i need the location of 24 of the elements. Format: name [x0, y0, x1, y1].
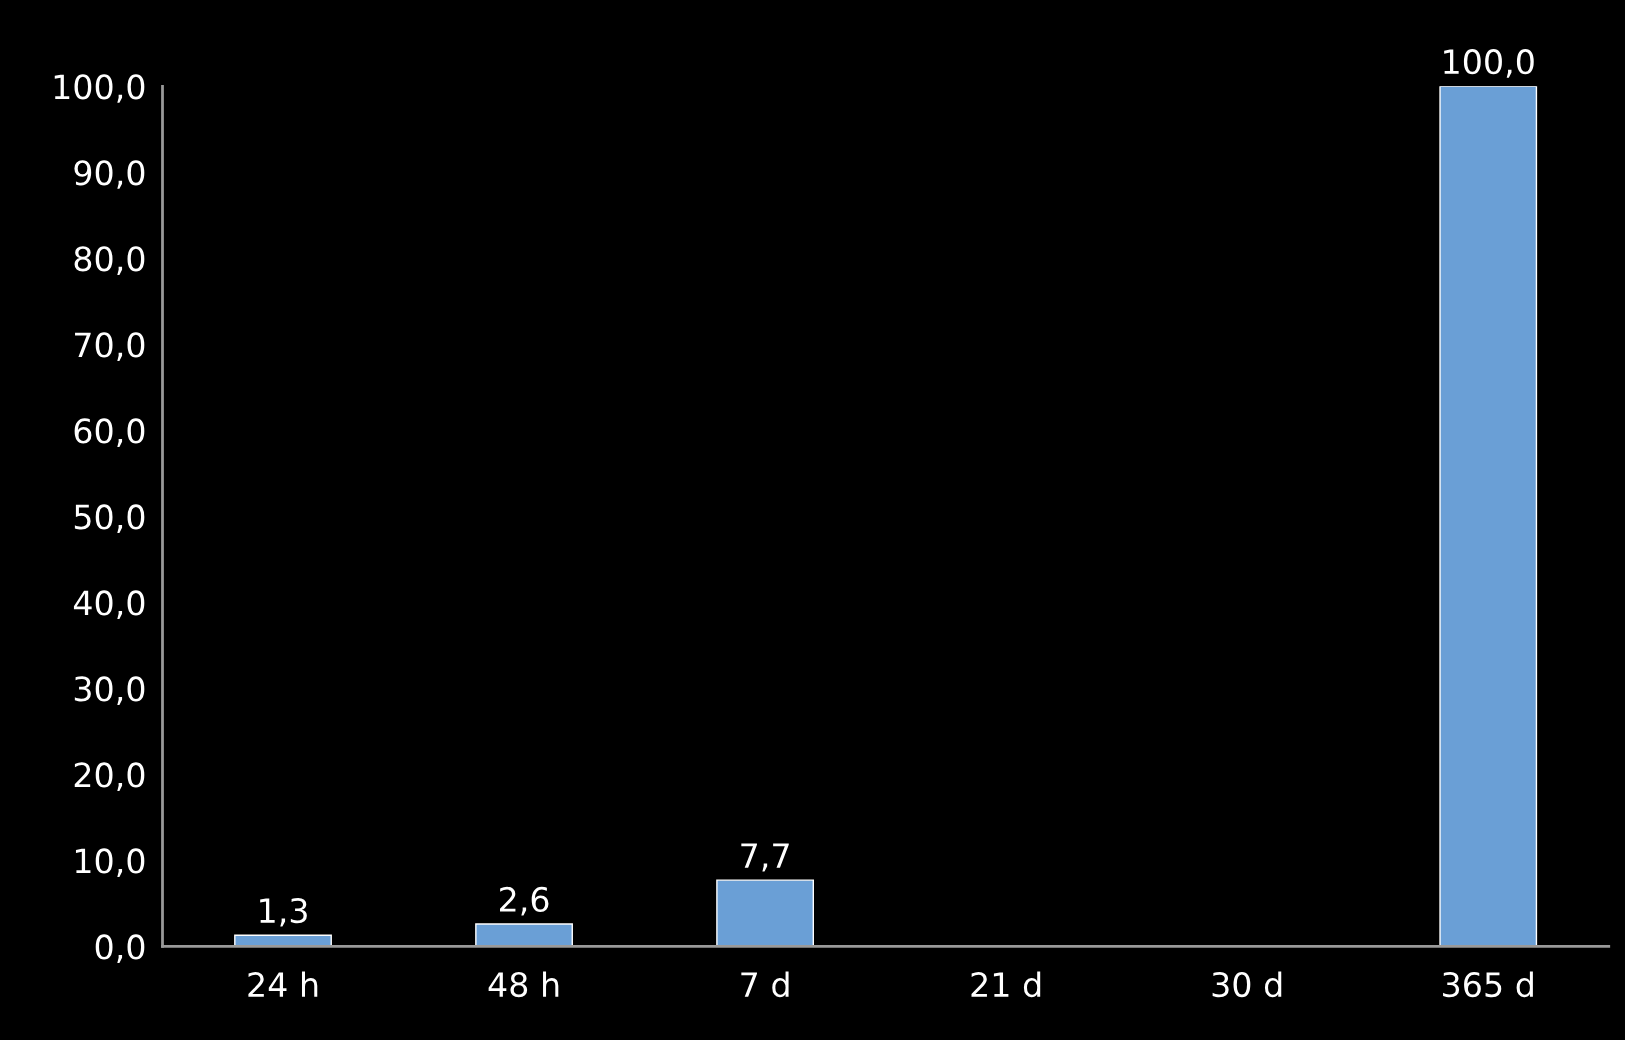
y-tick-label: 40,0	[73, 590, 145, 619]
y-tick-label: 20,0	[74, 762, 145, 791]
y-tick-label: 50,0	[74, 504, 145, 533]
data-label: 2,6	[500, 886, 549, 916]
x-tick-label: 21 d	[971, 971, 1041, 998]
y-tick-label: 90,0	[74, 160, 145, 189]
y-tick-label: 0,0	[95, 934, 145, 963]
x-tick-label: 30 d	[1212, 971, 1282, 998]
data-label: 100,0	[1444, 49, 1534, 78]
bar	[475, 923, 573, 947]
bar	[1439, 86, 1538, 947]
bar	[716, 879, 815, 947]
x-tick-label: 365 d	[1443, 971, 1533, 998]
x-tick-label: 24 h	[248, 971, 318, 997]
y-tick-label: 70,0	[75, 332, 145, 361]
data-label: 1,3	[260, 897, 307, 927]
x-tick-label: 7 d	[741, 971, 789, 998]
y-tick-label: 80,0	[74, 246, 145, 275]
data-label: 7,7	[741, 843, 789, 872]
y-tick-label: 60,0	[74, 418, 145, 447]
y-tick-label: 10,0	[75, 848, 145, 877]
y-tick-label: 100,0	[54, 74, 145, 103]
x-tick-label: 48 h	[488, 971, 559, 998]
y-tick-label: 30,0	[74, 676, 145, 705]
